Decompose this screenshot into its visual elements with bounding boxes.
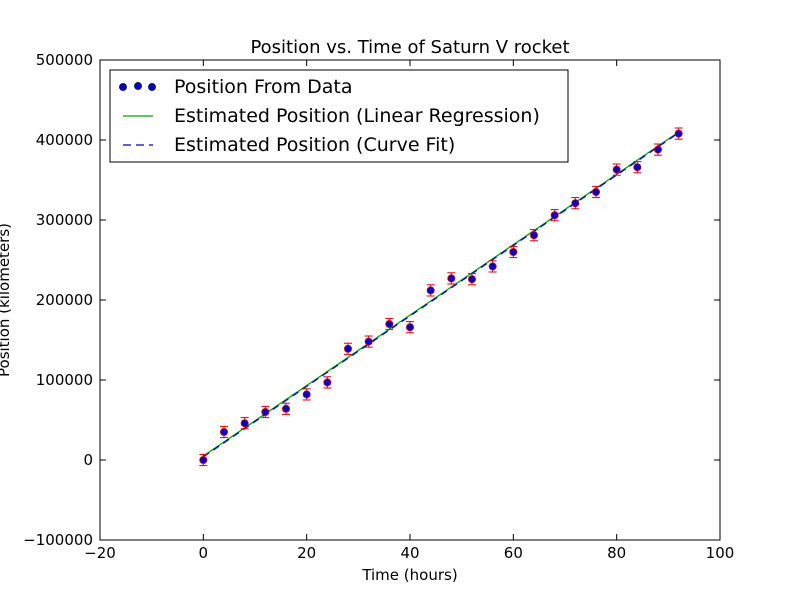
data-point — [488, 262, 497, 271]
x-tick-label: 40 — [400, 544, 419, 562]
legend-box — [109, 69, 569, 163]
legend-marker-data — [148, 83, 156, 91]
plot-area — [199, 127, 683, 467]
legend-entry-data: Position From Data — [119, 76, 353, 98]
data-point — [240, 419, 249, 428]
legend-entry-curve-fit: Estimated Position (Curve Fit) — [123, 134, 455, 156]
data-point — [592, 187, 601, 196]
chart-title: Position vs. Time of Saturn V rocket — [250, 37, 569, 58]
legend-label-data: Position From Data — [174, 76, 353, 98]
data-point — [219, 427, 228, 436]
y-tick-label: 100000 — [36, 371, 93, 389]
data-point — [426, 286, 435, 295]
data-point — [302, 390, 311, 399]
y-tick-label: 0 — [83, 451, 93, 469]
data-point — [654, 145, 663, 154]
y-tick-label: 400000 — [36, 131, 93, 149]
data-point — [467, 275, 476, 284]
data-point — [323, 378, 332, 387]
data-point — [364, 337, 373, 346]
y-tick-label: 500000 — [36, 51, 93, 69]
data-point — [633, 163, 642, 172]
data-point — [343, 344, 352, 353]
axis-ticks: −20 0 20 40 60 80 100 −100000 0 100000 200000 30000… — [23, 51, 734, 562]
legend-entry-linear-regression: Estimated Position (Linear Regression) — [123, 105, 540, 127]
legend: Position From Data Estimated Position (L… — [109, 69, 569, 163]
x-tick-label: 100 — [706, 544, 735, 562]
data-point — [550, 211, 559, 220]
legend-label-linear: Estimated Position (Linear Regression) — [174, 105, 540, 127]
y-tick-label: 200000 — [36, 291, 93, 309]
y-tick-label: −100000 — [23, 531, 93, 549]
data-point — [530, 231, 539, 240]
y-tick-label: 300000 — [36, 211, 93, 229]
x-tick-label: −20 — [84, 544, 116, 562]
data-point — [385, 319, 394, 328]
data-point — [612, 165, 621, 174]
data-point — [261, 407, 270, 416]
x-tick-label: 20 — [297, 544, 316, 562]
legend-marker-data — [134, 82, 142, 90]
legend-label-curve: Estimated Position (Curve Fit) — [174, 134, 455, 156]
x-tick-label: 60 — [504, 544, 523, 562]
data-point — [199, 455, 208, 464]
data-point — [405, 323, 414, 332]
data-point — [674, 129, 683, 138]
data-point — [447, 274, 456, 283]
legend-marker-data — [119, 83, 127, 91]
data-point — [509, 247, 518, 256]
y-axis-label: Position (kilometers) — [0, 223, 13, 377]
x-axis-label: Time (hours) — [361, 566, 457, 584]
x-tick-label: 80 — [607, 544, 626, 562]
data-point — [281, 404, 290, 413]
data-point — [571, 199, 580, 208]
x-tick-label: 0 — [199, 544, 209, 562]
